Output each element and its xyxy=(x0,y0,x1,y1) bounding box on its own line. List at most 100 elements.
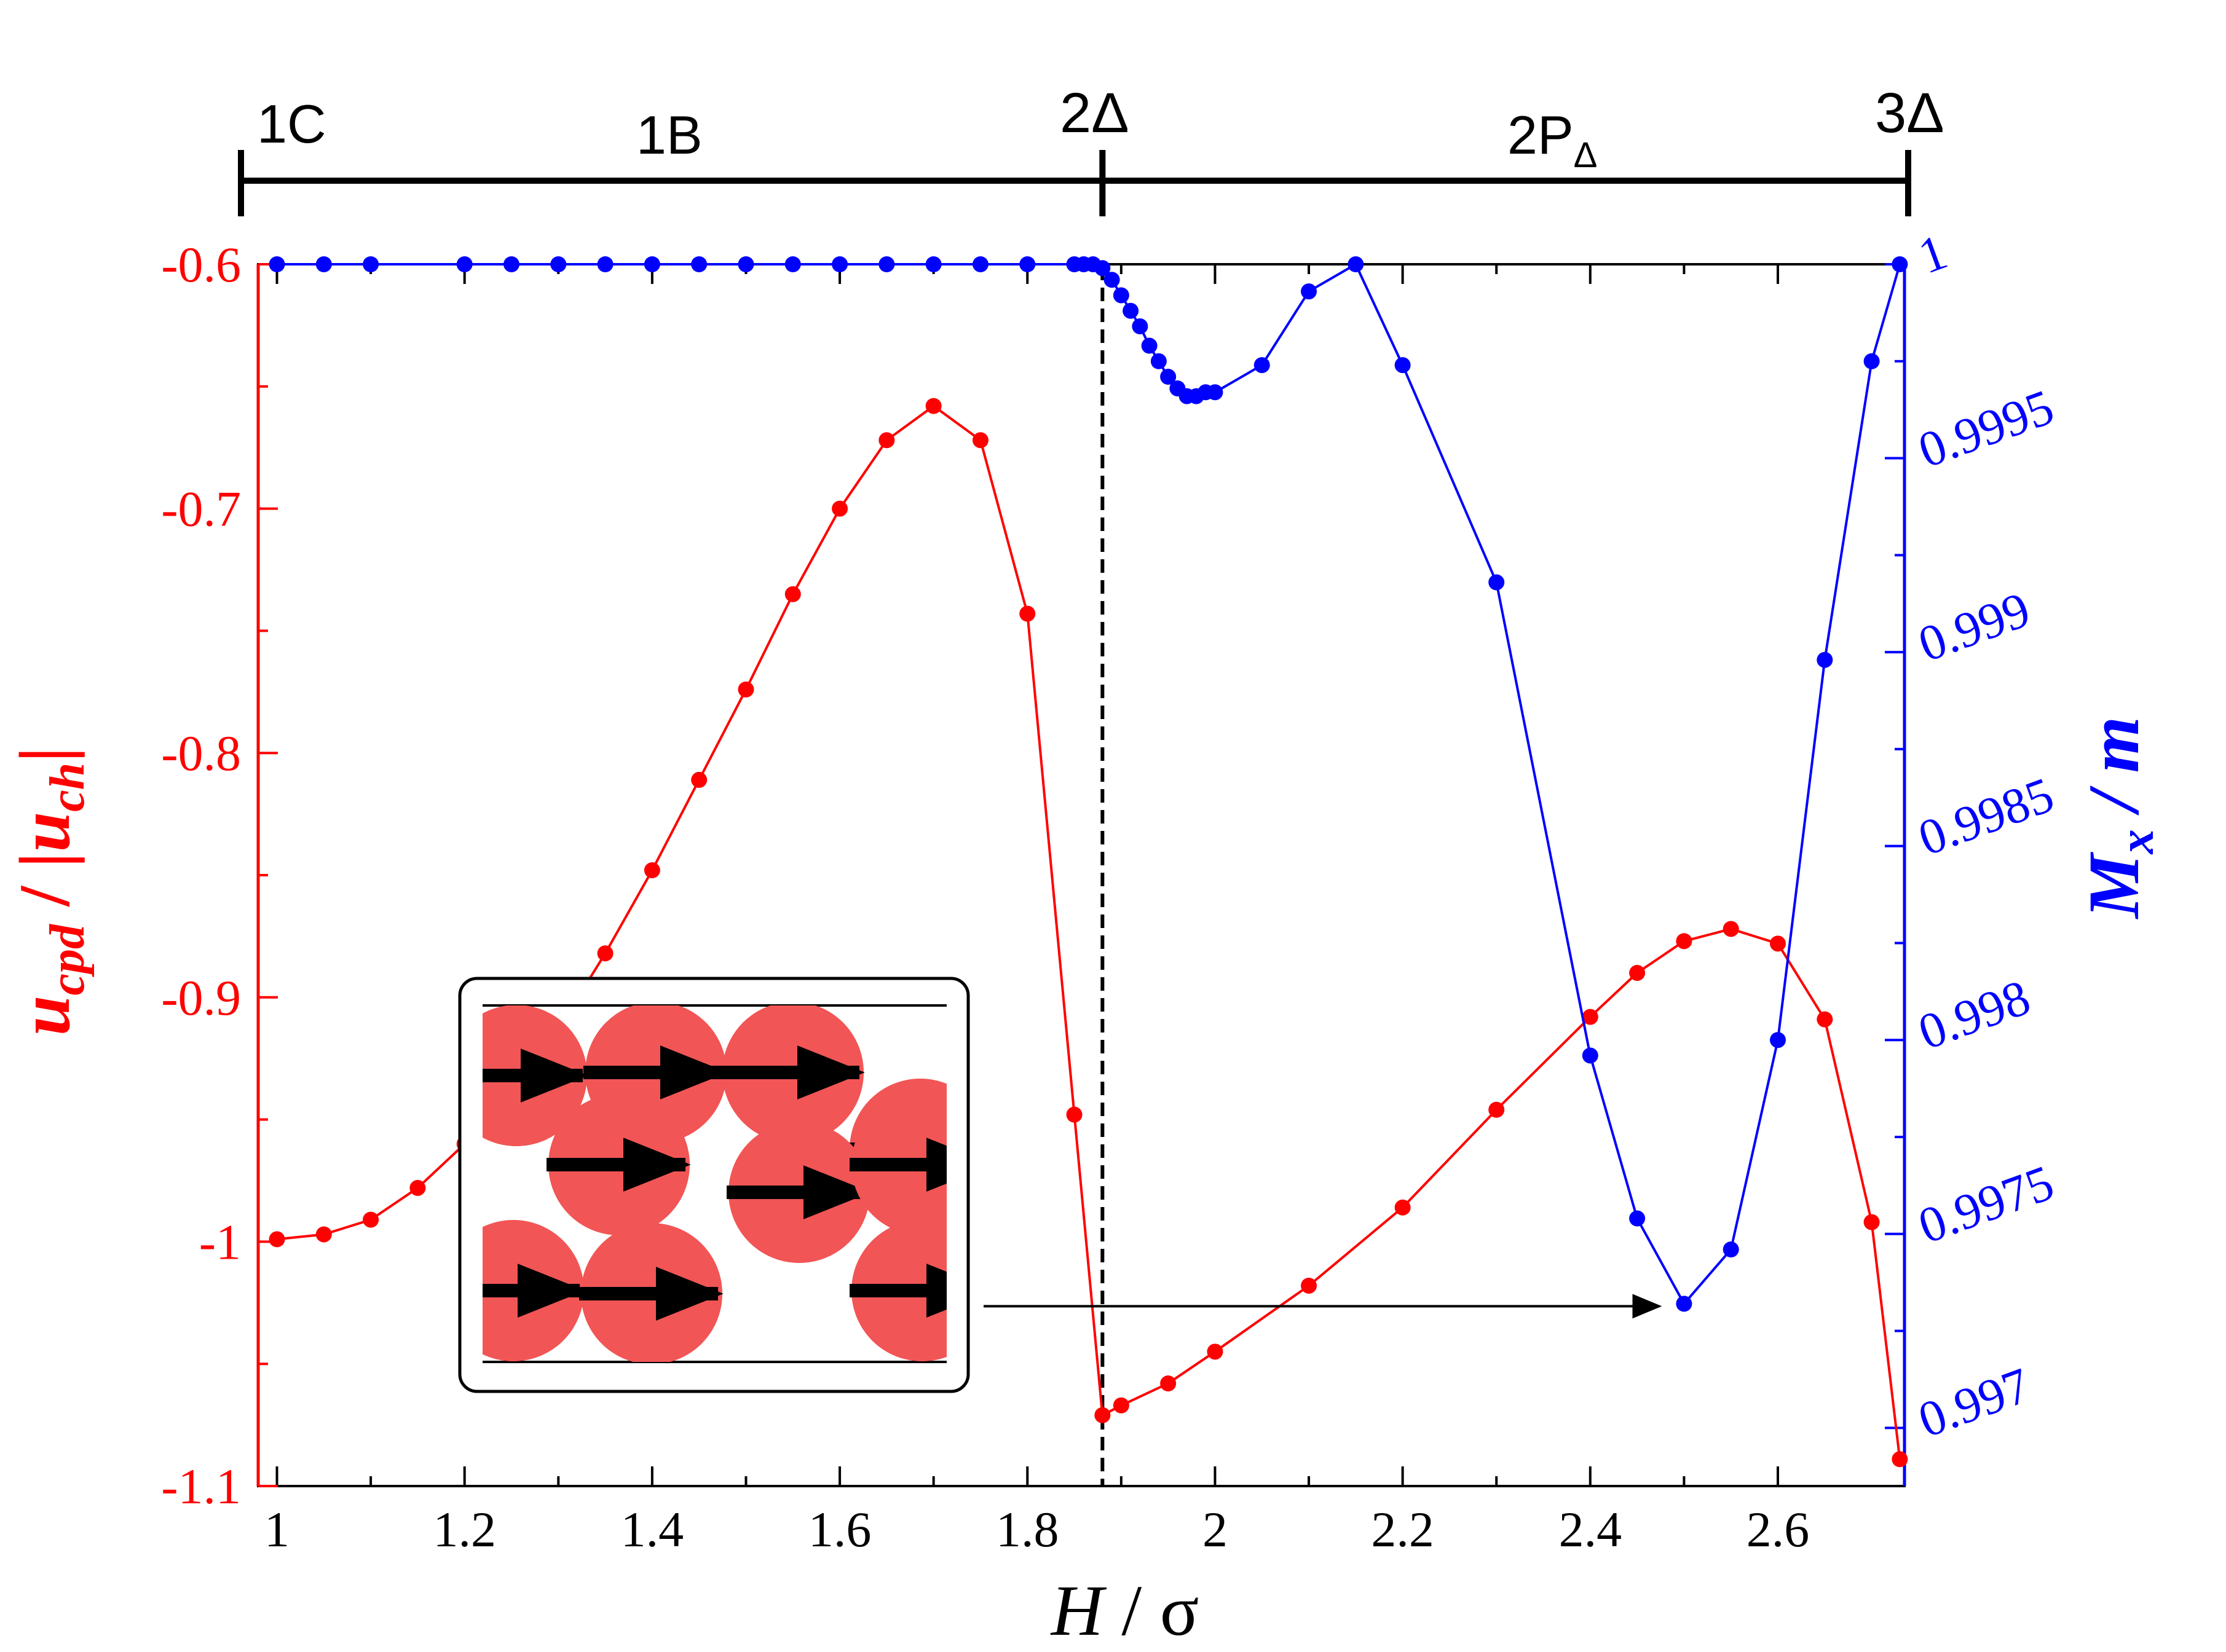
magnetization-point xyxy=(1094,260,1111,277)
magnetization-point xyxy=(1103,272,1120,288)
left-axis: -1.1 -1 -0.9 -0.8 -0.7 -0.6 xyxy=(161,237,278,1514)
x-tick-label: 1 xyxy=(264,1501,290,1557)
right-tick-label: 1 xyxy=(1911,223,1954,285)
x-tick-label: 2.2 xyxy=(1371,1501,1434,1557)
left-axis-label-mid: / | xyxy=(4,852,85,924)
energy-point xyxy=(972,432,989,449)
magnetization-point xyxy=(1132,318,1148,334)
phase-label-1c: 1C xyxy=(257,93,326,154)
energy-point xyxy=(1892,1451,1908,1468)
x-tick-label: 1.8 xyxy=(996,1501,1059,1557)
magnetization-point xyxy=(784,256,801,272)
x-axis-label-sigma: σ xyxy=(1160,1570,1199,1651)
right-tick-label: 0.998 xyxy=(1911,969,2037,1061)
phase-label-2p-subscript: Δ xyxy=(1574,135,1598,175)
magnetization-point xyxy=(1863,353,1880,369)
left-tick-label: -0.9 xyxy=(161,970,241,1026)
x-axis-label-h: H xyxy=(1050,1570,1107,1651)
magnetization-point xyxy=(269,256,285,272)
energy-point xyxy=(1863,1214,1880,1230)
energy-point xyxy=(1582,1009,1598,1025)
energy-point xyxy=(363,1211,379,1228)
magnetization-point xyxy=(315,256,332,272)
energy-point xyxy=(1817,1011,1833,1028)
magnetization-point xyxy=(1770,1032,1786,1048)
x-axis: 1 1.2 1.4 1.6 1.8 2 2.2 2.4 2.6 xyxy=(264,264,1809,1557)
magnetization-point xyxy=(1488,574,1505,591)
energy-point xyxy=(832,500,848,517)
right-axis-label-m: M xyxy=(2074,851,2154,919)
magnetization-point xyxy=(1301,283,1317,300)
x-axis-label: H / σ xyxy=(1050,1570,1199,1651)
left-tick-label: -0.7 xyxy=(161,481,241,537)
right-tick-label: 0.9975 xyxy=(1911,1154,2061,1254)
energy-point xyxy=(1066,1106,1083,1123)
x-axis-label-slash: / xyxy=(1103,1570,1160,1651)
magnetization-point xyxy=(1582,1047,1598,1064)
energy-point xyxy=(784,586,801,602)
energy-point xyxy=(1770,935,1786,952)
inset-spheres xyxy=(483,1005,947,1362)
x-tick-label: 1.4 xyxy=(621,1501,684,1557)
magnetization-point xyxy=(1676,1296,1692,1312)
magnetization-point xyxy=(1817,651,1833,668)
magnetization-point xyxy=(550,256,567,272)
left-axis-label-sub2: ch xyxy=(41,763,95,812)
magnetization-point xyxy=(1723,1241,1739,1258)
magnetization-point xyxy=(1141,337,1158,354)
left-axis-label-u: u xyxy=(4,996,85,1036)
right-axis-label-sub: x xyxy=(2110,829,2164,854)
magnetization-point xyxy=(456,256,473,272)
magnetization-point xyxy=(644,256,660,272)
left-axis-label-end: | xyxy=(4,747,85,763)
energy-point xyxy=(1723,921,1739,937)
x-tick-label: 2.4 xyxy=(1559,1501,1622,1557)
magnetization-point xyxy=(1629,1210,1646,1227)
magnetization-point xyxy=(1019,256,1036,272)
right-tick-label: 0.9995 xyxy=(1911,379,2061,479)
energy-point xyxy=(1019,605,1036,622)
energy-point xyxy=(597,945,614,962)
energy-point xyxy=(1207,1343,1223,1360)
left-axis-label-sub1: cpd xyxy=(41,924,95,996)
energy-point xyxy=(1113,1397,1129,1414)
magnetization-point xyxy=(925,256,942,272)
x-tick-label: 1.2 xyxy=(433,1501,496,1557)
energy-point xyxy=(269,1231,285,1248)
magnetization-point xyxy=(1113,287,1129,304)
right-tick-label: 0.999 xyxy=(1911,581,2037,672)
energy-point xyxy=(315,1226,332,1243)
energy-point xyxy=(691,771,708,788)
phase-label-2p: 2P xyxy=(1507,104,1574,165)
magnetization-point xyxy=(1253,357,1270,374)
left-tick-label: -1 xyxy=(199,1214,241,1270)
energy-point xyxy=(925,398,942,414)
energy-point xyxy=(1394,1199,1411,1216)
magnetization-point xyxy=(363,256,379,272)
x-tick-label: 1.6 xyxy=(808,1501,872,1557)
phase-label-3-delta: 3Δ xyxy=(1875,82,1944,144)
left-tick-label: -1.1 xyxy=(161,1458,241,1514)
energy-point xyxy=(1094,1407,1111,1423)
magnetization-point xyxy=(878,256,895,272)
magnetization-point xyxy=(1160,369,1177,385)
energy-point xyxy=(1160,1375,1177,1392)
phase-label-2-delta: 2Δ xyxy=(1060,82,1129,144)
left-tick-label: -0.8 xyxy=(161,725,241,781)
right-tick-label: 0.9985 xyxy=(1911,766,2061,867)
series-magnetization xyxy=(269,256,1908,1312)
energy-point xyxy=(738,681,754,698)
magnetization-point xyxy=(1348,256,1364,272)
energy-point xyxy=(1488,1101,1505,1118)
magnetization-point xyxy=(691,256,708,272)
energy-point xyxy=(644,862,660,879)
magnetization-point xyxy=(1207,384,1223,401)
x-tick-label: 2 xyxy=(1202,1501,1228,1557)
x-tick-label: 2.6 xyxy=(1746,1501,1810,1557)
right-axis-label: Mx / m xyxy=(2074,717,2164,920)
right-axis: 0.997 0.9975 0.998 0.9985 0.999 0.9995 1 xyxy=(1885,223,2061,1448)
magnetization-point xyxy=(1892,256,1908,272)
energy-point xyxy=(878,432,895,449)
right-axis-label-rest: / m xyxy=(2074,717,2154,830)
